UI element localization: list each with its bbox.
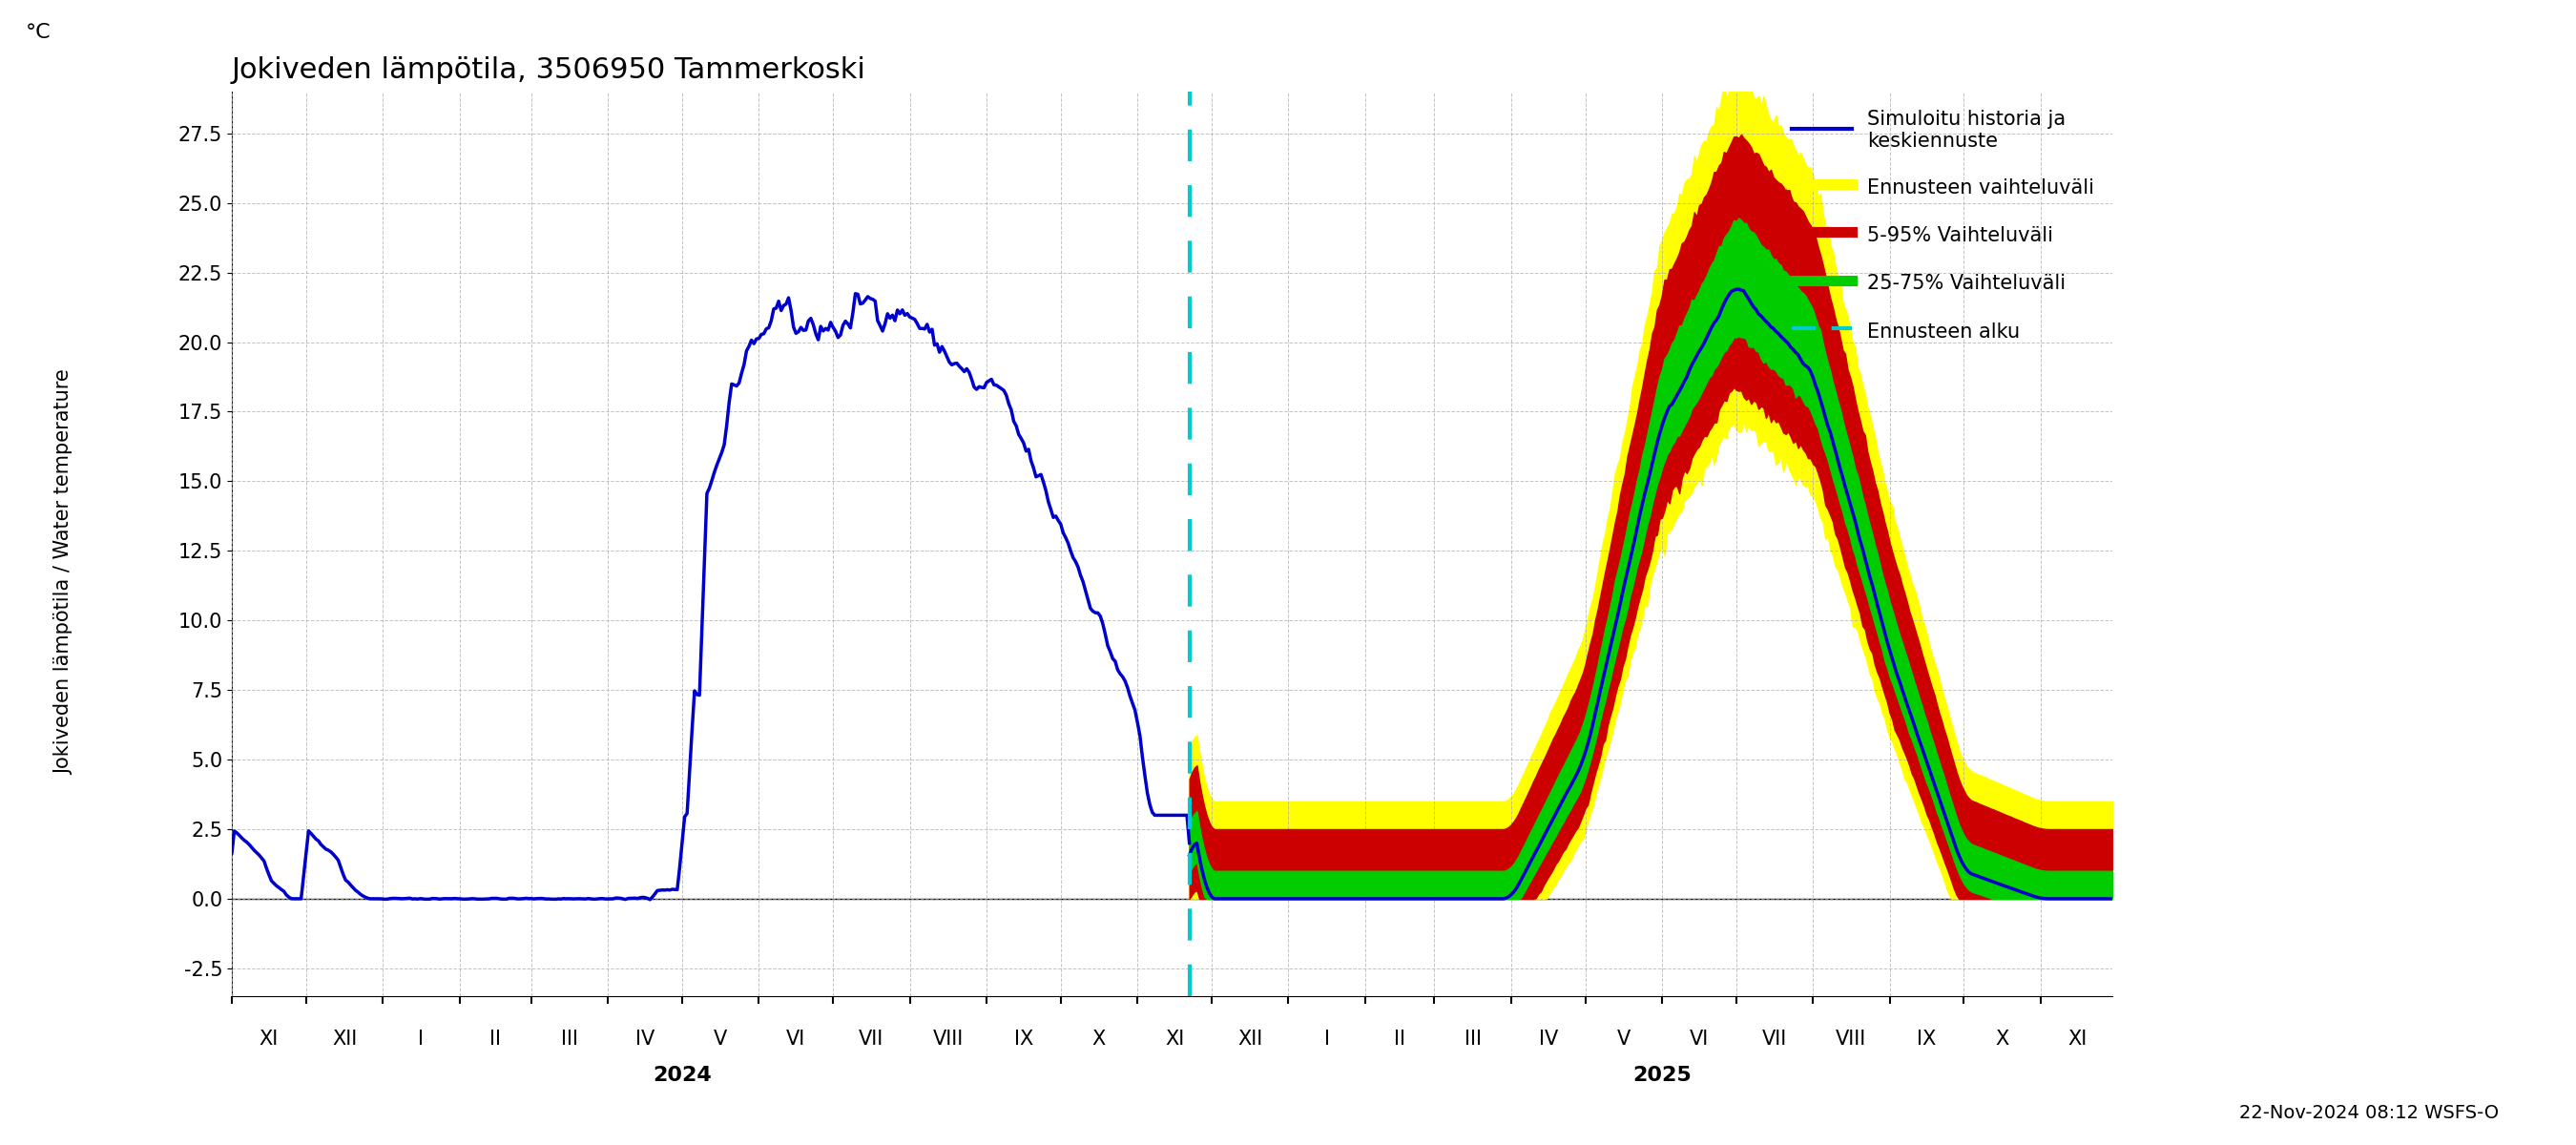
Text: IX: IX	[1015, 1029, 1033, 1049]
Text: XII: XII	[1236, 1029, 1262, 1049]
Text: IX: IX	[1917, 1029, 1937, 1049]
Text: XII: XII	[332, 1029, 358, 1049]
Text: II: II	[489, 1029, 502, 1049]
Text: °C: °C	[26, 23, 52, 42]
Text: VI: VI	[786, 1029, 806, 1049]
Text: V: V	[1618, 1029, 1631, 1049]
Text: XI: XI	[2069, 1029, 2087, 1049]
Text: X: X	[1996, 1029, 2009, 1049]
Text: V: V	[714, 1029, 726, 1049]
Text: VIII: VIII	[1837, 1029, 1868, 1049]
Text: XI: XI	[1164, 1029, 1185, 1049]
Text: I: I	[417, 1029, 425, 1049]
Text: IV: IV	[636, 1029, 654, 1049]
Text: I: I	[1324, 1029, 1329, 1049]
Text: VI: VI	[1690, 1029, 1708, 1049]
Text: II: II	[1394, 1029, 1406, 1049]
Text: Jokiveden lämpötila / Water temperature: Jokiveden lämpötila / Water temperature	[54, 370, 75, 775]
Text: 2024: 2024	[652, 1066, 711, 1084]
Text: 22-Nov-2024 08:12 WSFS-O: 22-Nov-2024 08:12 WSFS-O	[2239, 1104, 2499, 1122]
Text: III: III	[562, 1029, 577, 1049]
Text: Jokiveden lämpötila, 3506950 Tammerkoski: Jokiveden lämpötila, 3506950 Tammerkoski	[232, 56, 866, 84]
Text: III: III	[1463, 1029, 1481, 1049]
Text: VIII: VIII	[933, 1029, 963, 1049]
Text: VII: VII	[858, 1029, 884, 1049]
Text: X: X	[1092, 1029, 1105, 1049]
Text: IV: IV	[1538, 1029, 1558, 1049]
Text: XI: XI	[260, 1029, 278, 1049]
Legend: Simuloitu historia ja
keskiennuste, Ennusteen vaihteluväli, 5-95% Vaihteluväli, : Simuloitu historia ja keskiennuste, Ennu…	[1783, 102, 2102, 352]
Text: VII: VII	[1762, 1029, 1788, 1049]
Text: 2025: 2025	[1633, 1066, 1692, 1084]
